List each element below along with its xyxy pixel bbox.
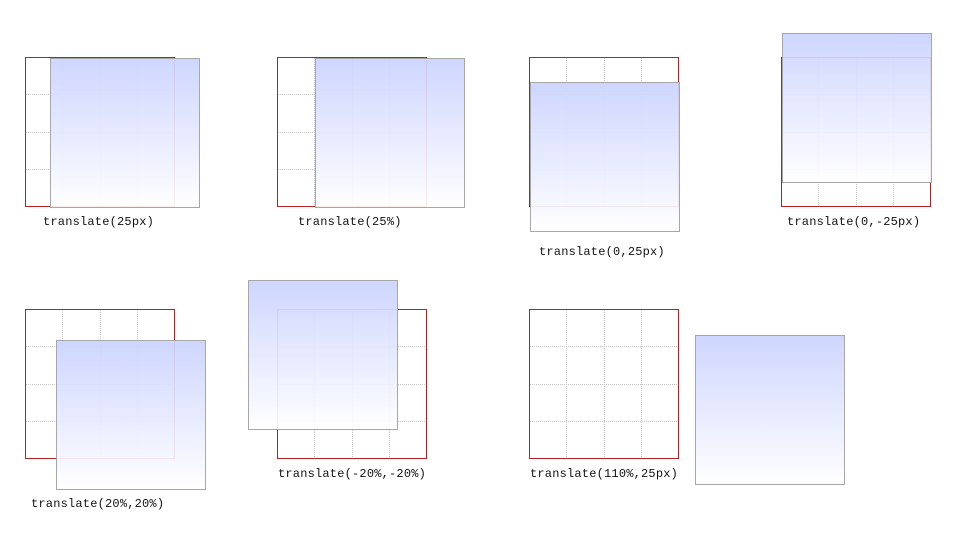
transform-caption: translate(-20%,-20%) [278, 467, 427, 481]
transform-caption: translate(20%,20%) [31, 497, 165, 511]
transform-caption: translate(0,-25px) [787, 215, 921, 229]
grid-line [529, 384, 679, 385]
grid-line [529, 346, 679, 347]
transform-caption: translate(110%,25px) [530, 467, 679, 481]
translated-box [248, 280, 398, 430]
translate-demo [277, 57, 465, 208]
grid-line [529, 421, 679, 422]
translated-box [50, 58, 200, 208]
translated-box [695, 335, 845, 485]
translate-demo [529, 57, 680, 232]
transform-caption: translate(0,25px) [539, 245, 665, 259]
transform-caption: translate(25%) [298, 215, 402, 229]
translate-demo [25, 309, 206, 490]
translated-box [56, 340, 206, 490]
translate-demo [781, 33, 932, 207]
translated-box [530, 82, 680, 232]
translated-box [315, 58, 465, 208]
transform-caption: translate(25px) [43, 215, 155, 229]
translate-demo [529, 309, 845, 485]
translate-demo [25, 57, 200, 208]
translate-demo [248, 280, 427, 459]
original-position-frame [529, 309, 679, 459]
translated-box [782, 33, 932, 183]
